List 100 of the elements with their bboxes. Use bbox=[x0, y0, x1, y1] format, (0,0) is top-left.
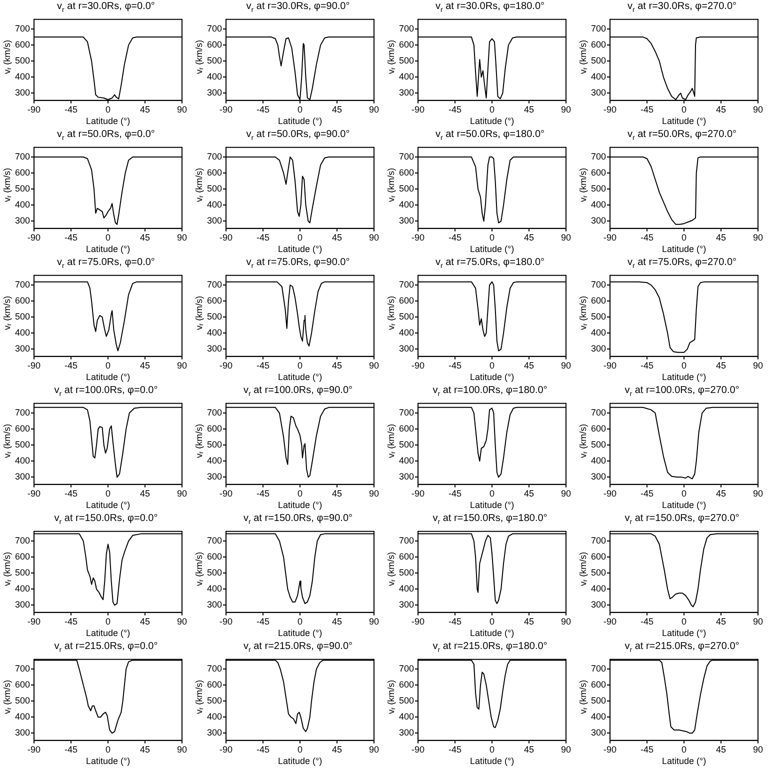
y-tick-label: 600 bbox=[398, 40, 414, 50]
y-tick-label: 500 bbox=[14, 440, 30, 450]
y-tick-label: 700 bbox=[398, 152, 414, 162]
x-tick-label: 0 bbox=[298, 744, 303, 754]
x-tick-label: -45 bbox=[640, 232, 654, 242]
x-tick-label: 45 bbox=[524, 488, 534, 498]
x-tick-label: 45 bbox=[716, 104, 726, 114]
x-tick-label: 45 bbox=[332, 360, 342, 370]
x-tick-label: 45 bbox=[716, 360, 726, 370]
y-tick-label: 700 bbox=[206, 664, 222, 674]
x-tick-label: 45 bbox=[716, 232, 726, 242]
y-tick-label: 700 bbox=[206, 280, 222, 290]
x-tick-label: -45 bbox=[640, 488, 654, 498]
x-tick-label: 45 bbox=[140, 360, 150, 370]
x-tick-label: 45 bbox=[140, 616, 150, 626]
x-tick-label: -45 bbox=[256, 104, 270, 114]
y-tick-label: 600 bbox=[398, 552, 414, 562]
y-tick-label: 400 bbox=[590, 584, 606, 594]
y-tick-label: 600 bbox=[206, 296, 222, 306]
y-tick-label: 600 bbox=[398, 424, 414, 434]
x-tick-label: 90 bbox=[560, 104, 572, 114]
x-tick-label: 45 bbox=[332, 744, 342, 754]
y-tick-label: 400 bbox=[206, 72, 222, 82]
y-tick-label: 700 bbox=[14, 536, 30, 546]
y-tick-label: 400 bbox=[398, 712, 414, 722]
y-tick-label: 500 bbox=[590, 440, 606, 450]
y-tick-label: 600 bbox=[590, 424, 606, 434]
y-tick-label: 400 bbox=[398, 584, 414, 594]
x-axis-title: Latitude (°) bbox=[278, 756, 322, 766]
y-tick-label: 400 bbox=[398, 200, 414, 210]
x-axis-title: Latitude (°) bbox=[470, 628, 514, 638]
x-axis-title: Latitude (°) bbox=[86, 244, 130, 254]
x-tick-label: 45 bbox=[524, 744, 534, 754]
y-tick-label: 400 bbox=[14, 328, 30, 338]
y-tick-label: 500 bbox=[14, 184, 30, 194]
chart-title: v$_{r}$ at r=50.0Rs, φ=270.0° bbox=[626, 128, 738, 144]
y-tick-label: 600 bbox=[590, 40, 606, 50]
y-tick-label: 400 bbox=[14, 72, 30, 82]
y-tick-label: 700 bbox=[14, 24, 30, 34]
y-tick-label: 300 bbox=[398, 600, 414, 610]
y-tick-label: 300 bbox=[206, 728, 222, 738]
chart-title: v$_{r}$ at r=150.0Rs, φ=270.0° bbox=[624, 512, 740, 528]
x-tick-label: -45 bbox=[64, 744, 78, 754]
x-tick-label: 90 bbox=[752, 488, 764, 498]
x-tick-label: -45 bbox=[448, 616, 462, 626]
y-tick-label: 700 bbox=[590, 152, 606, 162]
x-tick-label: 0 bbox=[298, 616, 303, 626]
x-tick-label: 45 bbox=[524, 104, 534, 114]
x-tick-label: 0 bbox=[490, 360, 495, 370]
x-tick-label: -45 bbox=[640, 104, 654, 114]
y-tick-label: 400 bbox=[14, 584, 30, 594]
y-tick-label: 600 bbox=[14, 552, 30, 562]
x-axis-title: Latitude (°) bbox=[662, 500, 706, 510]
x-axis-title: Latitude (°) bbox=[86, 116, 130, 126]
y-tick-label: 300 bbox=[206, 472, 222, 482]
y-tick-label: 300 bbox=[14, 728, 30, 738]
x-tick-label: 45 bbox=[332, 104, 342, 114]
y-tick-label: 300 bbox=[206, 88, 222, 98]
y-tick-label: 700 bbox=[590, 536, 606, 546]
y-tick-label: 300 bbox=[590, 344, 606, 354]
y-tick-label: 400 bbox=[590, 456, 606, 466]
x-tick-label: 45 bbox=[332, 232, 342, 242]
y-tick-label: 400 bbox=[206, 584, 222, 594]
x-tick-label: 90 bbox=[368, 104, 380, 114]
y-tick-label: 700 bbox=[590, 664, 606, 674]
x-tick-label: -90 bbox=[412, 616, 425, 626]
x-tick-label: -90 bbox=[28, 360, 41, 370]
x-tick-label: 0 bbox=[298, 232, 303, 242]
chart-title: v$_{r}$ at r=30.0Rs, φ=270.0° bbox=[626, 0, 738, 16]
y-tick-label: 500 bbox=[590, 568, 606, 578]
x-tick-label: -90 bbox=[604, 744, 617, 754]
chart-title: v$_{r}$ at r=100.0Rs, φ=90.0° bbox=[242, 384, 354, 400]
x-tick-label: -90 bbox=[28, 104, 41, 114]
y-tick-label: 700 bbox=[14, 664, 30, 674]
x-axis-title: Latitude (°) bbox=[470, 116, 514, 126]
x-tick-label: 90 bbox=[368, 232, 380, 242]
y-tick-label: 400 bbox=[206, 712, 222, 722]
chart-title: v$_{r}$ at r=50.0Rs, φ=180.0° bbox=[434, 128, 546, 144]
y-tick-label: 600 bbox=[14, 680, 30, 690]
x-tick-label: 0 bbox=[682, 104, 687, 114]
y-tick-label: 300 bbox=[590, 88, 606, 98]
y-tick-label: 600 bbox=[14, 296, 30, 306]
y-tick-label: 500 bbox=[398, 184, 414, 194]
x-tick-label: 45 bbox=[140, 232, 150, 242]
x-tick-label: 45 bbox=[332, 616, 342, 626]
y-tick-label: 400 bbox=[14, 200, 30, 210]
y-tick-label: 600 bbox=[206, 40, 222, 50]
x-axis-title: Latitude (°) bbox=[278, 628, 322, 638]
x-tick-label: 0 bbox=[106, 360, 111, 370]
y-tick-label: 500 bbox=[398, 696, 414, 706]
y-tick-label: 400 bbox=[206, 328, 222, 338]
chart-title: v$_{r}$ at r=150.0Rs, φ=90.0° bbox=[242, 512, 354, 528]
chart-title: v$_{r}$ at r=215.0Rs, φ=270.0° bbox=[624, 640, 740, 656]
y-tick-label: 500 bbox=[14, 56, 30, 66]
y-tick-label: 600 bbox=[590, 168, 606, 178]
x-tick-label: 90 bbox=[752, 360, 764, 370]
x-tick-label: -45 bbox=[448, 104, 462, 114]
x-tick-label: 45 bbox=[524, 360, 534, 370]
x-tick-label: -90 bbox=[604, 232, 617, 242]
x-tick-label: 0 bbox=[490, 488, 495, 498]
